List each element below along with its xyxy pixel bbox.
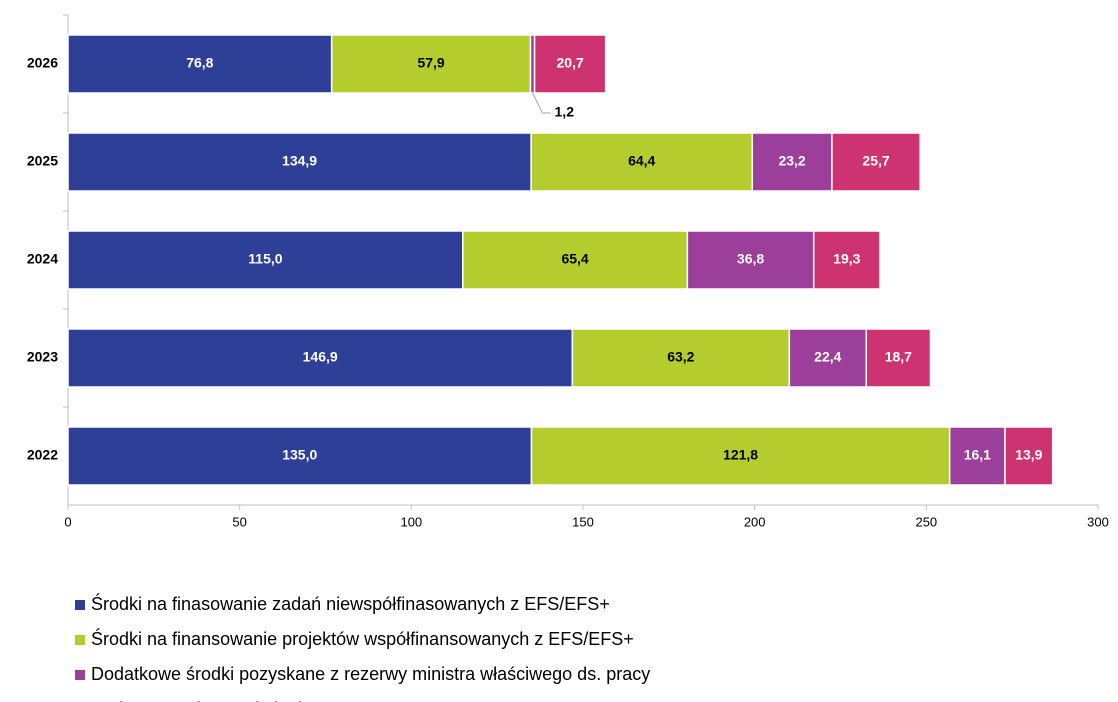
- bar-segment: [812, 230, 881, 290]
- x-tick-label: 300: [1087, 514, 1109, 529]
- legend-swatch: [75, 635, 85, 645]
- legend-label: Dodatkowe środki pozyskane z rezerwy min…: [91, 664, 650, 684]
- bar-segment: [67, 328, 574, 388]
- legend-label: Środki na finansowanie projektów współfi…: [91, 628, 634, 649]
- value-label: 65,4: [561, 251, 588, 267]
- x-tick-label: 100: [400, 514, 422, 529]
- value-label: 121,8: [723, 447, 758, 463]
- value-label: 146,9: [303, 349, 338, 365]
- value-label: 23,2: [778, 153, 805, 169]
- x-tick-label: 150: [572, 514, 594, 529]
- value-label: 19,3: [833, 251, 860, 267]
- leader-line: [532, 92, 551, 114]
- legend-swatch: [75, 600, 85, 610]
- value-label: 18,7: [885, 349, 912, 365]
- value-label: 1,2: [555, 104, 575, 120]
- value-label: 25,7: [862, 153, 889, 169]
- value-label: 22,4: [814, 349, 841, 365]
- value-label: 64,4: [628, 153, 655, 169]
- value-label: 63,2: [667, 349, 694, 365]
- x-tick-label: 250: [915, 514, 937, 529]
- bar-segment: [330, 34, 532, 94]
- value-label: 20,7: [557, 55, 584, 71]
- value-label: 57,9: [417, 55, 444, 71]
- value-label: 115,0: [248, 251, 282, 267]
- x-tick-label: 0: [64, 514, 71, 529]
- y-tick-label: 2023: [27, 349, 58, 365]
- bar-segment: [67, 132, 532, 192]
- y-tick-label: 2022: [27, 447, 58, 463]
- value-label: 36,8: [737, 251, 764, 267]
- y-tick-label: 2025: [27, 153, 58, 169]
- legend-label: Środki na finasowanie zadań niewspółfina…: [91, 593, 610, 614]
- legend-label: Krajowy Fundusz Szkoleniowy: [91, 699, 334, 702]
- legend-swatch: [75, 670, 85, 680]
- y-tick-label: 2026: [27, 55, 58, 71]
- bar-segment: [1004, 426, 1054, 486]
- value-label: 135,0: [282, 447, 317, 463]
- bar-segment: [530, 426, 951, 486]
- bar-segment: [533, 34, 607, 94]
- bar-segment: [831, 132, 921, 192]
- value-label: 134,9: [282, 153, 317, 169]
- bar-segment: [462, 230, 689, 290]
- y-tick-label: 2024: [27, 251, 58, 267]
- value-label: 13,9: [1015, 447, 1042, 463]
- bar-segment: [865, 328, 932, 388]
- x-tick-label: 50: [232, 514, 246, 529]
- value-label: 16,1: [964, 447, 991, 463]
- x-tick-label: 200: [744, 514, 766, 529]
- bar-segment: [948, 426, 1006, 486]
- value-label: 76,8: [186, 55, 213, 71]
